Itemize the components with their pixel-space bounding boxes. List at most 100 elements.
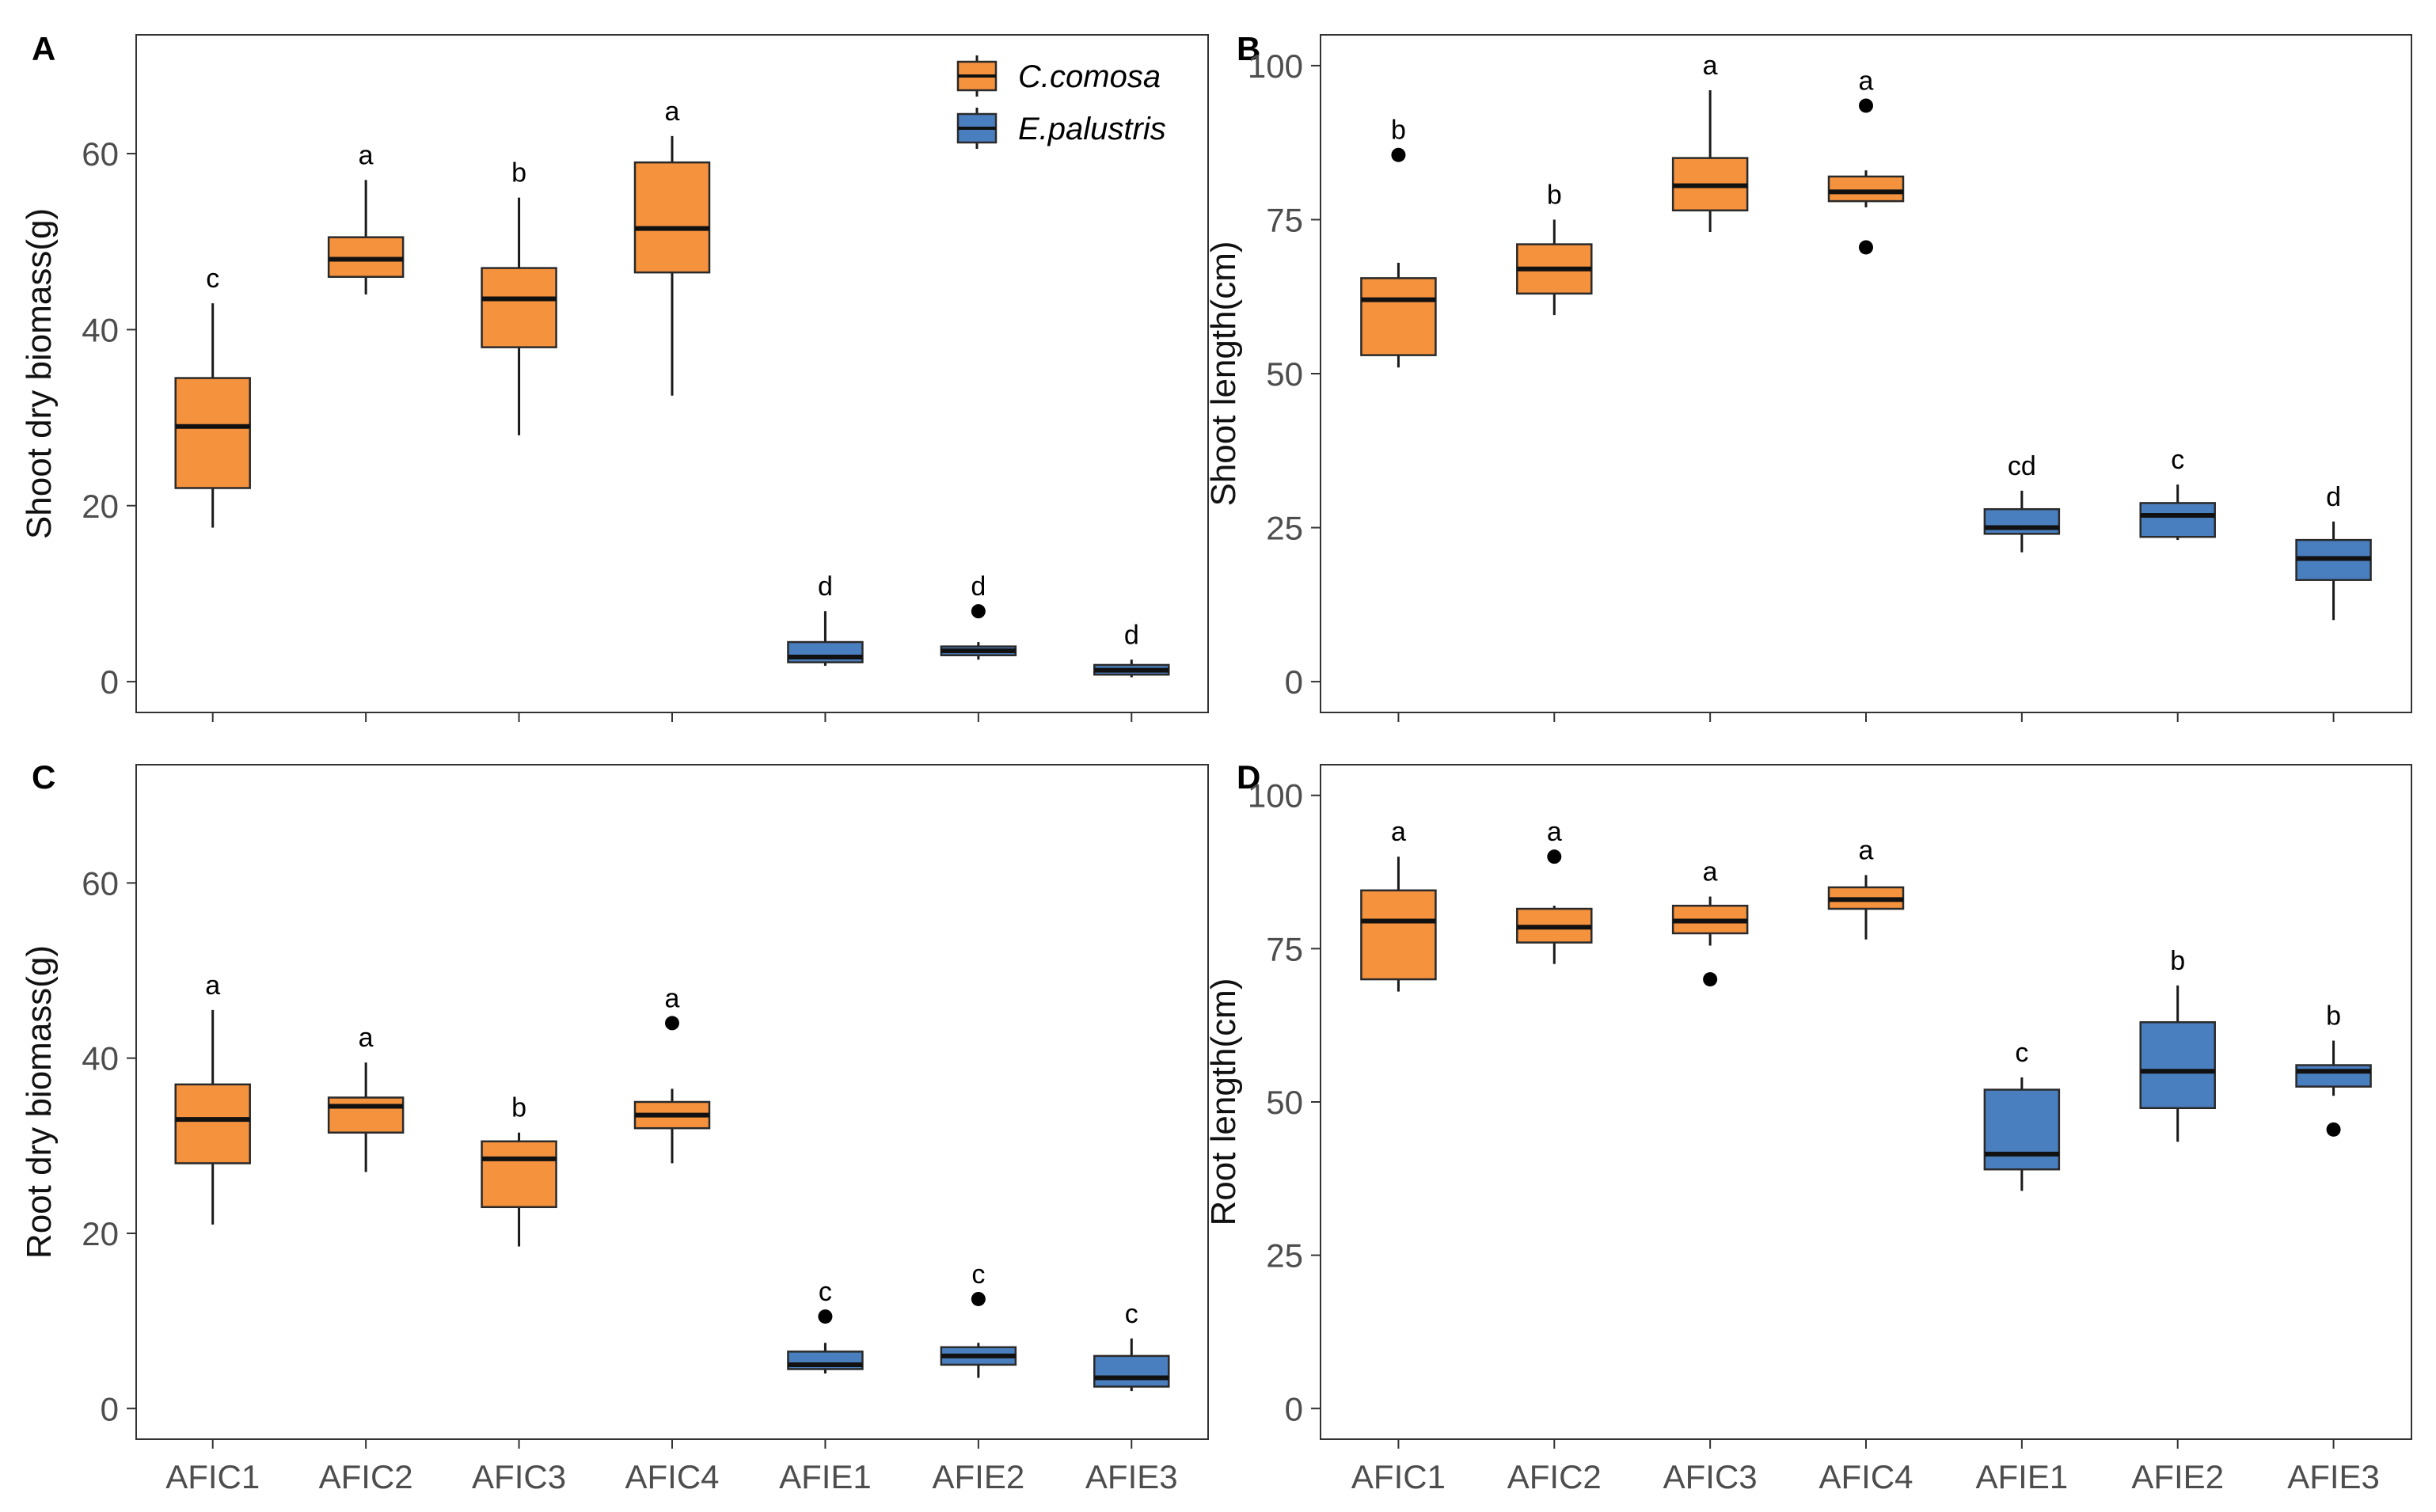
panel-tag: C <box>32 758 55 796</box>
x-tick-label: AFIE1 <box>1975 1458 2068 1495</box>
box-iqr <box>2295 1064 2372 1088</box>
significance-label: a <box>1391 817 1406 847</box>
x-tick-label: AFIC2 <box>319 1458 413 1495</box>
significance-label: c <box>2171 445 2184 475</box>
box-AFIC4: a <box>1827 66 1905 255</box>
x-tick-label: AFIC3 <box>1663 1458 1758 1495</box>
x-tick-label: AFIC4 <box>625 1458 719 1495</box>
box-AFIE2: b <box>2139 946 2216 1142</box>
box-AFIC3: b <box>481 158 557 435</box>
box-AFIC1: a <box>174 971 251 1225</box>
y-tick-label: 50 <box>1266 1084 1303 1121</box>
y-tick-label: 100 <box>1248 47 1303 85</box>
box-AFIC4: a <box>633 97 711 396</box>
significance-label: c <box>206 264 219 294</box>
box-AFIE1: d <box>787 572 864 667</box>
legend-label: E.palustris <box>1018 112 1166 146</box>
outlier-point <box>971 604 986 619</box>
y-tick-label: 0 <box>1285 663 1303 701</box>
box-iqr <box>2139 1021 2216 1109</box>
box-AFIE2: c <box>940 1259 1017 1378</box>
panel-C: C 0 20 40 60 Root dry biomass(g) AFIC1 AFIC2 AFI… <box>20 758 1209 1495</box>
legend-label: C.comosa <box>1018 59 1161 94</box>
significance-label: d <box>818 572 833 602</box>
y-axis-title: Root dry biomass(g) <box>20 945 59 1259</box>
outlier-point <box>1547 849 1562 864</box>
y-axis-title: Shoot length(cm) <box>1204 241 1243 506</box>
legend-entry: E.palustris <box>956 108 1166 149</box>
plot-frame <box>1320 34 2412 713</box>
outlier-point <box>665 1016 679 1031</box>
box-AFIE2: d <box>940 572 1017 660</box>
legend: C.comosa E.palustris <box>956 55 1166 149</box>
box-AFIC2: b <box>1516 180 1593 316</box>
y-tick-label: 50 <box>1266 355 1303 393</box>
significance-label: b <box>1547 180 1562 210</box>
box-iqr <box>2139 502 2216 538</box>
panel-A: A 0 20 40 60 Shoot dry biomass(g) c a b a d d d <box>20 30 1209 722</box>
box-iqr <box>481 267 557 348</box>
significance-label: c <box>971 1259 985 1290</box>
outlier-point <box>2326 1122 2341 1137</box>
y-tick-label: 75 <box>1266 201 1303 238</box>
x-tick-label: AFIE1 <box>779 1458 872 1495</box>
y-tick-label: 40 <box>82 311 119 348</box>
significance-label: d <box>1124 620 1139 650</box>
x-tick-label: AFIE3 <box>1085 1458 1178 1495</box>
box-AFIC2: a <box>1516 817 1593 964</box>
y-tick-label: 75 <box>1266 930 1303 967</box>
box-AFIE3: c <box>1093 1299 1170 1392</box>
x-tick-label: AFIC2 <box>1507 1458 1602 1495</box>
outlier-point <box>818 1309 833 1324</box>
outlier-point <box>1859 240 1873 255</box>
box-AFIE2: c <box>2139 445 2216 541</box>
y-tick-label: 25 <box>1266 510 1303 547</box>
box-iqr <box>174 1083 251 1164</box>
box-AFIC3: b <box>481 1093 557 1247</box>
significance-label: a <box>1547 817 1562 847</box>
panel-tag: A <box>32 30 55 67</box>
box-iqr <box>1360 889 1437 981</box>
y-axis-title: Shoot dry biomass(g) <box>20 208 59 539</box>
y-tick-label: 20 <box>82 488 119 525</box>
significance-label: a <box>359 1023 374 1053</box>
box-iqr <box>327 1096 405 1134</box>
significance-label: c <box>1125 1299 1138 1329</box>
y-tick-label: 0 <box>101 1390 119 1427</box>
y-tick-label: 100 <box>1248 777 1303 815</box>
significance-label: d <box>2326 482 2341 512</box>
significance-label: cd <box>2008 451 2036 481</box>
box-AFIC1: c <box>174 264 251 528</box>
significance-label: a <box>359 140 374 170</box>
x-tick-label: AFIC3 <box>472 1458 566 1495</box>
y-tick-label: 60 <box>82 135 119 173</box>
box-iqr <box>633 161 711 274</box>
significance-label: a <box>205 971 220 1001</box>
significance-label: a <box>665 97 680 127</box>
box-AFIE1: c <box>1983 1038 2061 1191</box>
box-AFIC4: a <box>633 983 711 1164</box>
significance-label: b <box>511 158 526 188</box>
panel-D: D 0 25 50 75 100 Root length(cm) AFIC1 AFIC2 AFIC… <box>1204 758 2412 1495</box>
box-AFIE3: d <box>1093 620 1170 678</box>
y-tick-label: 40 <box>82 1040 119 1077</box>
box-iqr <box>174 377 251 489</box>
significance-label: c <box>2015 1038 2028 1068</box>
box-AFIE3: d <box>2295 482 2372 621</box>
significance-label: b <box>2170 946 2185 976</box>
outlier-point <box>1703 972 1718 987</box>
outlier-point <box>971 1291 986 1306</box>
y-tick-label: 0 <box>1285 1390 1303 1427</box>
significance-label: b <box>1391 116 1406 146</box>
y-tick-label: 60 <box>82 864 119 902</box>
significance-label: a <box>1703 51 1718 81</box>
x-tick-label: AFIC1 <box>165 1458 260 1495</box>
box-AFIC3: a <box>1671 857 1749 987</box>
x-tick-label: AFIE3 <box>2287 1458 2380 1495</box>
x-tick-label: AFIC1 <box>1351 1458 1446 1495</box>
significance-label: b <box>2326 1001 2341 1031</box>
y-axis-title: Root length(cm) <box>1204 978 1243 1225</box>
box-iqr <box>1983 507 2061 535</box>
significance-label: d <box>971 572 986 602</box>
box-AFIC2: a <box>327 140 405 294</box>
